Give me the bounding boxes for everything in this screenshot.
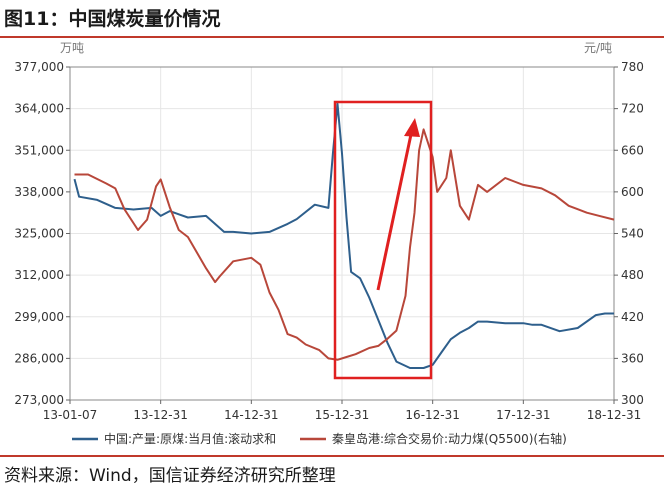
right-tick-label: 540 xyxy=(621,227,644,241)
x-tick-label: 16-12-31 xyxy=(405,408,459,422)
x-tick-label: 18-12-31 xyxy=(587,408,641,422)
right-tick-label: 600 xyxy=(621,185,644,199)
left-tick-label: 286,000 xyxy=(14,351,64,365)
grid-lines xyxy=(69,66,615,401)
legend-label-price: 秦皇岛港:综合交易价:动力煤(Q5500)(右轴) xyxy=(332,431,567,446)
right-unit-label: 元/吨 xyxy=(584,41,612,55)
right-tick-label: 720 xyxy=(621,102,644,116)
series-line-production xyxy=(73,102,614,369)
left-unit-label: 万吨 xyxy=(60,41,84,55)
figure-title: 图11：中国煤炭量价情况 xyxy=(4,8,221,30)
right-tick-label: 360 xyxy=(621,351,644,365)
x-tick-label: 15-12-31 xyxy=(315,408,369,422)
x-tick-label: 13-12-31 xyxy=(133,408,187,422)
left-tick-label: 377,000 xyxy=(14,60,64,74)
left-y-axis: 273,000 286,000 299,000 312,000 325,000 338,0… xyxy=(14,60,70,407)
x-tick-label: 13-01-07 xyxy=(43,408,97,422)
left-tick-label: 364,000 xyxy=(14,102,64,116)
x-tick-label: 17-12-31 xyxy=(496,408,550,422)
coal-chart: 273,000 286,000 299,000 312,000 325,000 338,0… xyxy=(14,41,644,446)
left-tick-label: 312,000 xyxy=(14,268,64,282)
left-tick-label: 299,000 xyxy=(14,310,64,324)
trend-arrow xyxy=(376,124,415,291)
source-divider xyxy=(0,455,664,457)
right-tick-label: 660 xyxy=(621,143,644,157)
highlight-box xyxy=(333,100,433,380)
left-tick-label: 273,000 xyxy=(14,393,64,407)
legend-label-production: 中国:产量:原煤:当月值:滚动求和 xyxy=(104,431,276,446)
x-tick-label: 14-12-31 xyxy=(224,408,278,422)
legend: 中国:产量:原煤:当月值:滚动求和 秦皇岛港:综合交易价:动力煤(Q5500)(… xyxy=(72,431,567,446)
source-note: 资料来源：Wind，国信证券经济研究所整理 xyxy=(4,466,336,486)
series-line-price xyxy=(74,128,615,361)
right-tick-label: 780 xyxy=(621,60,644,74)
right-tick-label: 300 xyxy=(621,393,644,407)
x-axis: 13-01-07 13-12-31 14-12-31 15-12-31 16-12-31… xyxy=(43,400,641,422)
title-divider xyxy=(0,36,664,38)
trend-arrow-head xyxy=(404,118,420,137)
left-tick-label: 338,000 xyxy=(14,185,64,199)
right-tick-label: 420 xyxy=(621,310,644,324)
left-tick-label: 351,000 xyxy=(14,143,64,157)
right-y-axis: 300 360 420 480 540 600 660 720 780 xyxy=(614,60,644,407)
right-tick-label: 480 xyxy=(621,268,644,282)
left-tick-label: 325,000 xyxy=(14,227,64,241)
